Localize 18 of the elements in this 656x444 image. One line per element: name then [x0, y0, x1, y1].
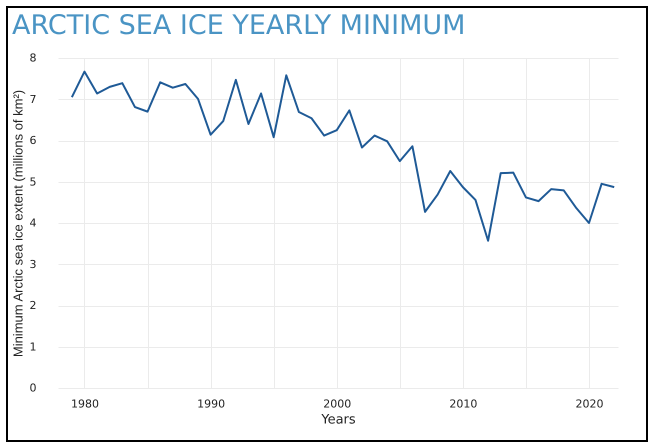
x-tick-label: 1980: [70, 398, 99, 410]
x-tick-label: 2000: [323, 398, 352, 410]
y-tick-label: 4: [30, 216, 36, 230]
y-tick-label: 1: [30, 340, 36, 354]
y-tick-label: 2: [30, 299, 36, 312]
y-tick-label: 0: [30, 382, 36, 394]
y-tick-label: 5: [30, 175, 36, 188]
y-tick-label: 8: [30, 52, 36, 64]
y-tick-label: 7: [30, 92, 36, 106]
chart-title: ARCTIC SEA ICE YEARLY MINIMUM: [12, 10, 466, 41]
y-tick-label: 6: [30, 134, 36, 147]
y-tick-label: 3: [30, 258, 36, 271]
x-tick-label: 2010: [449, 398, 478, 410]
line-series: [70, 70, 616, 242]
x-tick-label: 2020: [575, 398, 604, 410]
x-axis-title: Years: [320, 412, 356, 428]
x-tick-label: 1990: [197, 398, 226, 410]
y-axis-title: Minimum Arctic sea ice extent (millions of km²): [10, 90, 26, 358]
